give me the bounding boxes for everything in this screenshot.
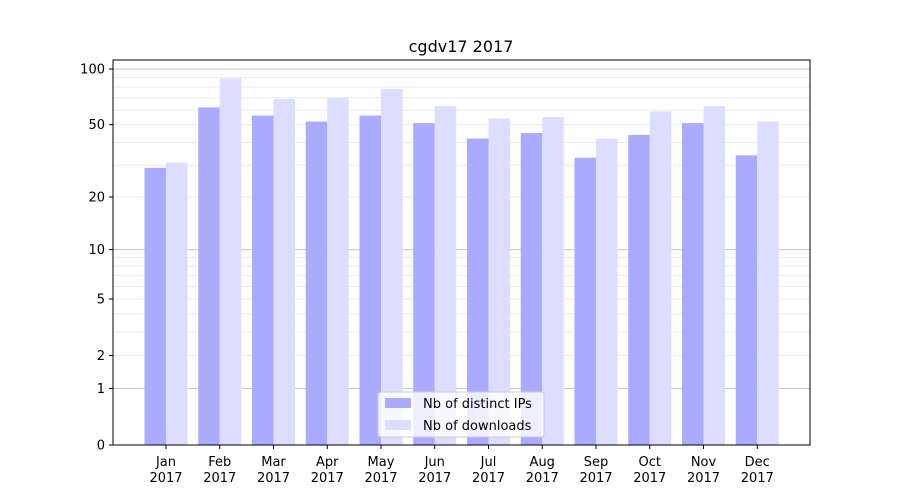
bar-distinct-ips bbox=[682, 123, 704, 446]
bar-distinct-ips bbox=[305, 121, 328, 445]
bar-downloads bbox=[757, 121, 779, 445]
bar-distinct-ips bbox=[359, 115, 381, 446]
bar-downloads bbox=[488, 118, 510, 445]
legend-swatch-downloads bbox=[385, 420, 411, 430]
x-tick-label-year: 2017 bbox=[526, 471, 559, 486]
bar-downloads bbox=[434, 106, 457, 445]
bar-downloads bbox=[596, 138, 618, 445]
x-tick-label-month: Sep bbox=[584, 455, 609, 470]
x-tick-label-month: Oct bbox=[639, 455, 661, 470]
x-tick-label-year: 2017 bbox=[257, 471, 290, 486]
legend-swatch-ips bbox=[385, 398, 411, 408]
x-tick-label-year: 2017 bbox=[149, 471, 182, 486]
y-tick-label: 100 bbox=[80, 62, 105, 77]
x-tick-label-year: 2017 bbox=[472, 471, 505, 486]
bar-distinct-ips bbox=[144, 167, 166, 445]
x-tick-label-year: 2017 bbox=[633, 471, 666, 486]
legend-label-downloads: Nb of downloads bbox=[423, 419, 532, 434]
x-tick-label-year: 2017 bbox=[364, 471, 397, 486]
bar-distinct-ips bbox=[520, 133, 543, 445]
bars bbox=[144, 78, 779, 446]
y-tick-label: 50 bbox=[88, 118, 105, 133]
bar-distinct-ips bbox=[735, 155, 758, 446]
bar-downloads bbox=[327, 97, 349, 446]
bar-downloads bbox=[219, 78, 242, 446]
bar-distinct-ips bbox=[467, 138, 489, 445]
y-tick-label: 20 bbox=[88, 190, 105, 205]
y-tick-label: 1 bbox=[97, 382, 105, 397]
bar-distinct-ips bbox=[413, 123, 435, 446]
x-tick-label-year: 2017 bbox=[687, 471, 720, 486]
y-tick-label: 5 bbox=[97, 293, 105, 308]
bar-downloads bbox=[703, 106, 725, 445]
bar-downloads bbox=[381, 89, 403, 445]
bar-distinct-ips bbox=[628, 134, 650, 445]
x-tick-label-year: 2017 bbox=[418, 471, 451, 486]
x-tick-label-month: Apr bbox=[316, 455, 339, 470]
legend: Nb of distinct IPs Nb of downloads bbox=[377, 391, 545, 438]
x-axis: Jan2017Feb2017Mar2017Apr2017May2017Jun20… bbox=[149, 445, 774, 486]
x-tick-label-month: Feb bbox=[208, 455, 231, 470]
y-tick-label: 10 bbox=[88, 243, 105, 258]
x-tick-label-year: 2017 bbox=[579, 471, 612, 486]
bar-downloads bbox=[166, 162, 188, 446]
legend-label-ips: Nb of distinct IPs bbox=[423, 397, 532, 412]
chart-title: cgdv17 2017 bbox=[409, 37, 514, 56]
x-tick-label-month: Jun bbox=[424, 455, 445, 470]
x-tick-label-month: Jul bbox=[480, 455, 497, 470]
x-tick-label-month: Jan bbox=[155, 455, 176, 470]
x-tick-label-year: 2017 bbox=[311, 471, 344, 486]
x-tick-label-month: Aug bbox=[530, 455, 555, 470]
legend-box bbox=[377, 391, 545, 438]
bar-downloads bbox=[649, 111, 672, 445]
bar-distinct-ips bbox=[252, 115, 274, 446]
x-tick-label-month: May bbox=[368, 455, 395, 470]
x-tick-label-month: Mar bbox=[261, 455, 286, 470]
y-tick-label: 0 bbox=[97, 439, 105, 454]
y-tick-label: 2 bbox=[97, 349, 105, 364]
bar-distinct-ips bbox=[198, 107, 220, 445]
x-tick-label-year: 2017 bbox=[741, 471, 774, 486]
x-tick-label-month: Nov bbox=[691, 455, 717, 470]
x-tick-label-month: Dec bbox=[745, 455, 770, 470]
bar-distinct-ips bbox=[574, 157, 596, 445]
y-axis: 0 1 2 5 10 20 50 100 bbox=[80, 62, 113, 454]
x-tick-label-year: 2017 bbox=[203, 471, 236, 486]
bar-downloads bbox=[542, 117, 564, 446]
bar-downloads bbox=[273, 98, 295, 445]
plot-frame bbox=[112, 59, 811, 446]
